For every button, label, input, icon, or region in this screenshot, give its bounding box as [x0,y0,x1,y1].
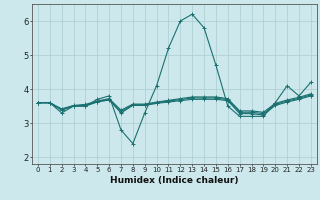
X-axis label: Humidex (Indice chaleur): Humidex (Indice chaleur) [110,176,239,185]
